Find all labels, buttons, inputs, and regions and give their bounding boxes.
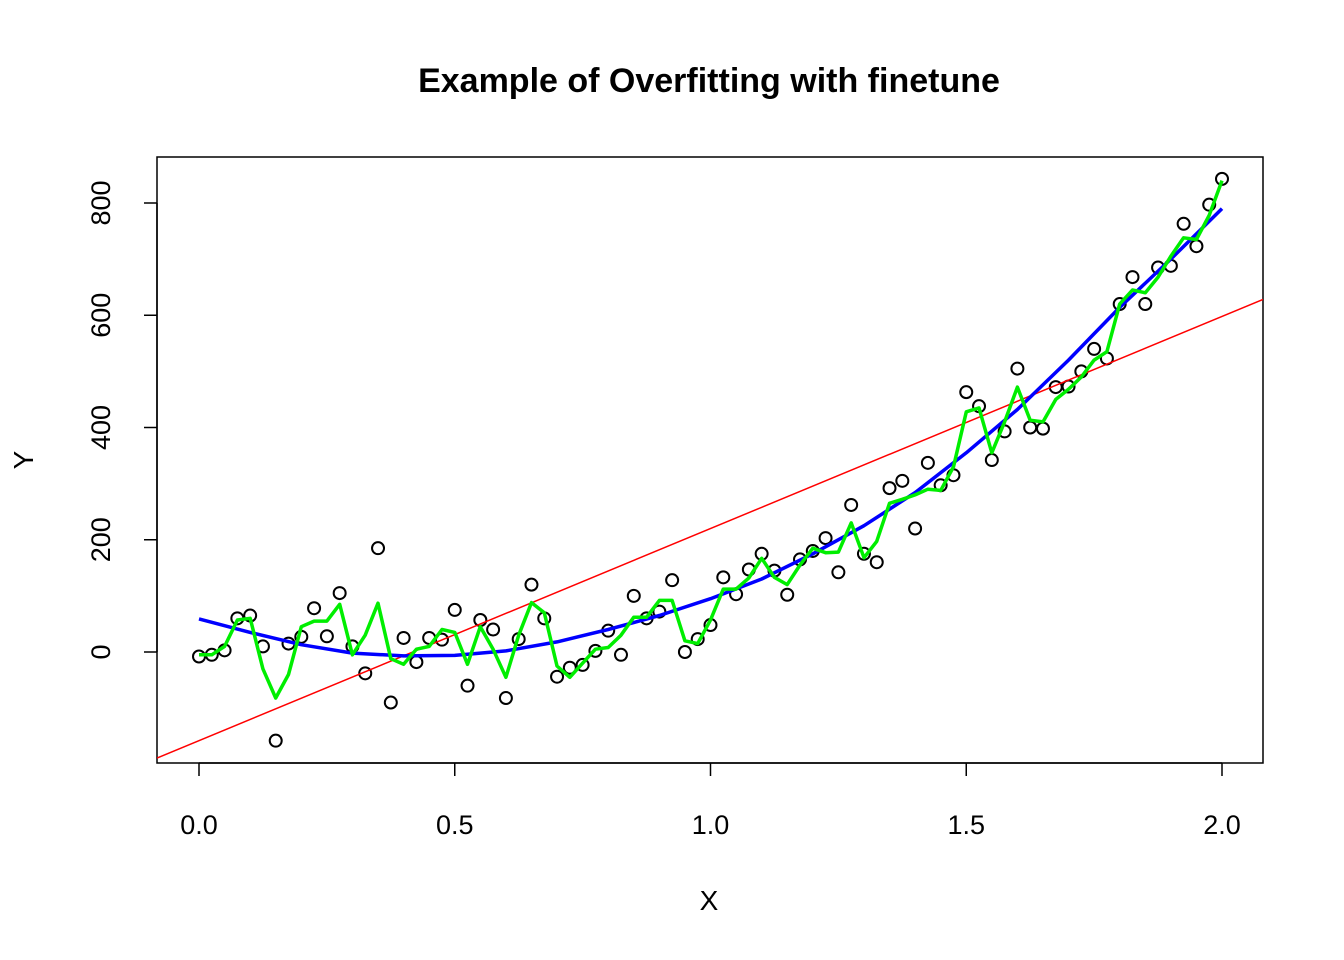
data-point [844,497,859,512]
data-point [460,678,475,693]
data-point [371,541,386,556]
data-point [307,601,322,616]
data-point [920,455,935,470]
polynomial-fit-line [198,207,1224,658]
x-tick-label: 1.5 [947,810,985,840]
y-tick-label: 400 [86,405,116,450]
data-point [447,602,462,617]
data-point [831,565,846,580]
x-axis: 0.0 0.5 1.0 1.5 2.0 [180,762,1241,840]
data-point [818,531,833,546]
data-point [1125,270,1140,285]
data-point [780,587,795,602]
fit-lines [157,179,1263,759]
data-point [856,546,871,561]
data-point [562,660,577,675]
data-point [613,647,628,662]
data-point [895,473,910,488]
data-point [984,453,999,468]
data-point [486,622,501,637]
x-axis-label: X [700,885,719,916]
linear-fit-line [157,298,1263,759]
plot-frame [156,156,1264,764]
data-point [550,669,565,684]
data-point [1138,297,1153,312]
x-tick-label: 1.0 [692,810,730,840]
data-point [677,645,692,659]
chart-title: Example of Overfitting with finetune [418,62,1000,100]
data-point [882,481,897,496]
y-tick-label: 600 [86,293,116,338]
data-point [1087,341,1102,356]
data-point [1189,239,1204,254]
data-point [1176,216,1191,231]
x-tick-label: 0.0 [180,810,218,840]
data-point [575,657,590,672]
x-tick-label: 2.0 [1203,810,1241,840]
data-point [498,691,513,706]
data-point [268,733,283,748]
overfit-line [199,179,1224,700]
data-point [524,577,539,592]
x-tick-label: 0.5 [436,810,474,840]
data-point [665,573,680,588]
data-point [652,604,667,619]
data-point [716,570,731,585]
y-tick-label: 800 [86,180,116,225]
y-axis: 0 200 400 600 800 [86,180,158,660]
data-point [1023,420,1038,435]
data-point [588,643,603,658]
data-point [908,521,923,536]
data-point [1010,361,1025,376]
y-tick-label: 0 [86,644,116,659]
plot-area [156,156,1264,764]
data-point [409,655,424,670]
data-point [319,629,334,644]
data-point [332,586,347,601]
y-axis-label: Y [8,450,39,469]
data-point [358,666,373,681]
data-points [192,171,1229,748]
data-point [626,588,641,603]
data-point [396,630,411,645]
data-point [383,695,398,710]
y-tick-label: 200 [86,517,116,562]
data-point [1035,421,1050,436]
data-point [869,555,884,570]
data-point [959,385,974,400]
